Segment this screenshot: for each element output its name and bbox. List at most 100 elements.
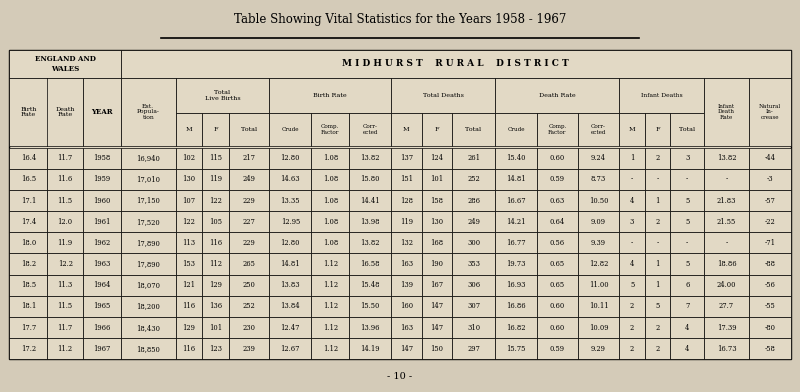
Text: 12.2: 12.2	[58, 260, 73, 268]
Bar	[645, 169, 670, 190]
Bar	[645, 254, 670, 275]
Text: 1.12: 1.12	[322, 345, 338, 353]
Text: Corr-
ected: Corr- ected	[591, 124, 606, 135]
Text: 147: 147	[430, 324, 443, 332]
Bar	[391, 254, 422, 275]
Bar	[350, 211, 391, 232]
Bar	[670, 147, 704, 169]
Text: 18,430: 18,430	[136, 324, 160, 332]
Text: 17,150: 17,150	[136, 196, 160, 205]
Text: 16.77: 16.77	[506, 239, 526, 247]
Text: 2: 2	[630, 345, 634, 353]
Text: 230: 230	[242, 324, 255, 332]
Bar	[10, 169, 47, 190]
Bar	[495, 190, 537, 211]
Bar	[83, 317, 121, 338]
Bar	[175, 147, 202, 169]
Bar	[311, 113, 350, 146]
Bar	[202, 338, 229, 359]
Text: 136: 136	[209, 303, 222, 310]
Bar	[704, 190, 749, 211]
Text: 13.35: 13.35	[281, 196, 300, 205]
Text: -71: -71	[764, 239, 775, 247]
Bar	[121, 147, 175, 169]
Text: Total: Total	[241, 127, 257, 132]
Bar	[311, 338, 350, 359]
Bar	[537, 232, 578, 254]
Bar	[121, 190, 175, 211]
Bar	[311, 317, 350, 338]
Text: 17,890: 17,890	[136, 260, 160, 268]
Bar	[202, 113, 229, 146]
Bar	[47, 296, 83, 317]
Bar	[422, 317, 452, 338]
Text: 2: 2	[655, 154, 659, 162]
Text: 1.12: 1.12	[322, 324, 338, 332]
Bar	[495, 147, 537, 169]
Bar	[10, 254, 47, 275]
Text: 112: 112	[209, 260, 222, 268]
Bar	[670, 211, 704, 232]
Bar	[452, 190, 495, 211]
Bar	[619, 275, 645, 296]
Text: 137: 137	[400, 154, 413, 162]
Bar	[749, 147, 790, 169]
Bar	[391, 78, 495, 113]
Text: 8.73: 8.73	[591, 175, 606, 183]
Bar	[270, 254, 311, 275]
Bar	[452, 275, 495, 296]
Bar	[10, 296, 47, 317]
Bar	[422, 275, 452, 296]
Text: Crude: Crude	[507, 127, 525, 132]
Bar	[83, 78, 121, 146]
Text: Birth Rate: Birth Rate	[314, 93, 347, 98]
Bar	[422, 338, 452, 359]
Text: Total
Live Births: Total Live Births	[205, 90, 240, 101]
Text: 21.55: 21.55	[717, 218, 736, 226]
Bar	[578, 338, 619, 359]
Bar	[537, 254, 578, 275]
Text: 14.19: 14.19	[361, 345, 380, 353]
Text: 1.08: 1.08	[322, 196, 338, 205]
Text: 2: 2	[630, 303, 634, 310]
Bar	[270, 78, 391, 113]
Bar	[175, 190, 202, 211]
Text: 7: 7	[685, 303, 690, 310]
Bar	[495, 338, 537, 359]
Text: -: -	[686, 239, 688, 247]
Bar	[229, 338, 270, 359]
Text: 16.58: 16.58	[361, 260, 380, 268]
Text: 16.82: 16.82	[506, 324, 526, 332]
Text: 5: 5	[655, 303, 659, 310]
Text: 11.6: 11.6	[58, 175, 73, 183]
Text: 0.65: 0.65	[550, 260, 565, 268]
Bar	[202, 232, 229, 254]
Bar	[422, 211, 452, 232]
Bar	[270, 211, 311, 232]
Text: 123: 123	[209, 345, 222, 353]
Text: 15.75: 15.75	[506, 345, 526, 353]
Text: 2: 2	[655, 324, 659, 332]
Text: 11.5: 11.5	[58, 196, 73, 205]
Bar	[578, 275, 619, 296]
Bar	[619, 78, 704, 113]
Text: M: M	[186, 127, 192, 132]
Bar	[10, 211, 47, 232]
Text: 15.48: 15.48	[361, 281, 380, 289]
Bar	[270, 190, 311, 211]
Bar	[202, 190, 229, 211]
Text: 1967: 1967	[94, 345, 110, 353]
Text: 286: 286	[467, 196, 480, 205]
Bar	[47, 147, 83, 169]
Bar	[270, 296, 311, 317]
Text: 0.60: 0.60	[550, 324, 565, 332]
Text: 18,070: 18,070	[136, 281, 160, 289]
Text: 1962: 1962	[94, 239, 110, 247]
Bar	[422, 169, 452, 190]
Bar	[670, 275, 704, 296]
Text: -55: -55	[764, 303, 775, 310]
Text: 5: 5	[630, 281, 634, 289]
Text: 121: 121	[182, 281, 195, 289]
Text: 105: 105	[209, 218, 222, 226]
Text: 12.80: 12.80	[281, 239, 300, 247]
